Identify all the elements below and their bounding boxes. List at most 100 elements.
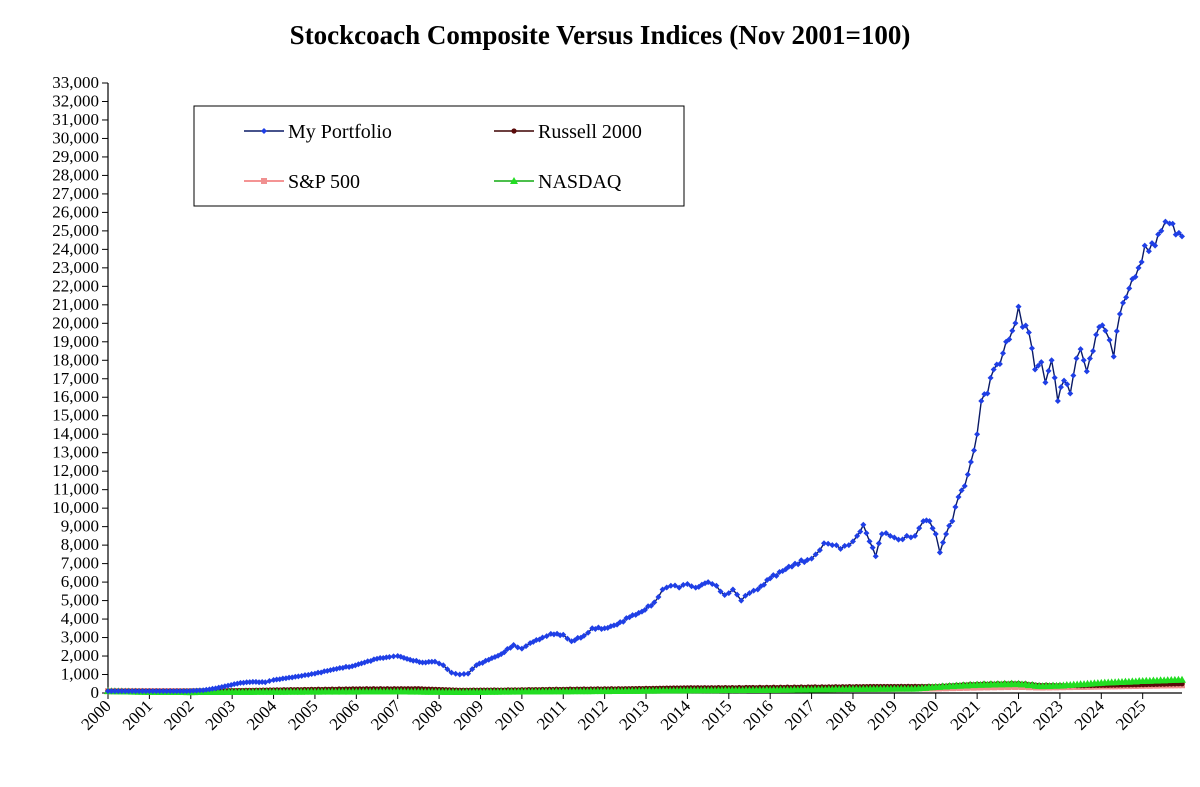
data-point-my-portfolio: [863, 530, 870, 537]
data-point-my-portfolio: [742, 592, 749, 599]
y-tick-label: 18,000: [52, 350, 99, 369]
x-tick-label: 2019: [864, 696, 901, 733]
data-point-my-portfolio: [978, 397, 985, 404]
data-point-my-portfolio: [186, 687, 193, 694]
data-point-my-portfolio: [564, 635, 571, 642]
data-point-my-portfolio: [760, 581, 767, 588]
y-tick-label: 2,000: [61, 646, 99, 665]
y-tick-label: 19,000: [52, 332, 99, 351]
legend-item-russell-2000: Russell 2000: [494, 121, 642, 143]
data-point-my-portfolio: [987, 374, 994, 381]
data-point-my-portfolio: [655, 593, 662, 600]
y-tick-label: 7,000: [61, 554, 99, 573]
x-tick-label: 2002: [160, 696, 197, 733]
data-point-my-portfolio: [866, 538, 873, 545]
data-point-my-portfolio: [190, 687, 197, 694]
data-point-my-portfolio: [510, 641, 517, 648]
data-point-my-portfolio: [672, 582, 679, 589]
data-point-my-portfolio: [1070, 372, 1077, 379]
data-point-my-portfolio: [958, 487, 965, 494]
legend-marker: [261, 178, 267, 184]
data-point-my-portfolio: [721, 592, 728, 599]
legend-label: S&P 500: [288, 171, 360, 193]
data-point-my-portfolio: [754, 586, 761, 593]
data-point-my-portfolio: [1045, 367, 1052, 374]
y-tick-label: 8,000: [61, 535, 99, 554]
data-point-my-portfolio: [946, 522, 953, 529]
x-tick-label: 2007: [367, 696, 405, 734]
data-point-my-portfolio: [129, 688, 136, 695]
x-tick-label: 2004: [243, 696, 281, 734]
data-point-my-portfolio: [431, 658, 438, 665]
data-point-my-portfolio: [961, 482, 968, 489]
data-point-my-portfolio: [444, 666, 451, 673]
data-point-my-portfolio: [878, 531, 885, 538]
data-point-my-portfolio: [249, 678, 256, 685]
data-point-my-portfolio: [1051, 374, 1058, 381]
data-point-my-portfolio: [952, 504, 959, 511]
data-point-my-portfolio: [1126, 285, 1133, 292]
x-tick-label: 2010: [491, 696, 528, 733]
data-point-my-portfolio: [1158, 227, 1165, 234]
data-point-my-portfolio: [180, 688, 187, 695]
data-point-my-portfolio: [136, 688, 143, 695]
x-tick-label: 2023: [1029, 696, 1066, 733]
y-tick-label: 22,000: [52, 276, 99, 295]
x-tick-label: 2024: [1071, 696, 1109, 734]
data-point-my-portfolio: [115, 688, 122, 695]
data-point-my-portfolio: [713, 582, 720, 589]
data-point-my-portfolio: [266, 678, 273, 685]
data-point-my-portfolio: [149, 688, 156, 695]
x-tick-label: 2000: [77, 696, 114, 733]
data-point-my-portfolio: [984, 390, 991, 397]
y-tick-label: 32,000: [52, 91, 99, 110]
data-point-my-portfolio: [125, 688, 132, 695]
data-point-my-portfolio: [891, 534, 898, 541]
x-tick-label: 2016: [740, 696, 777, 733]
x-tick-label: 2022: [988, 696, 1025, 733]
data-point-my-portfolio: [1138, 258, 1145, 265]
x-tick-label: 2006: [326, 696, 363, 733]
data-point-my-portfolio: [990, 366, 997, 373]
data-point-my-portfolio: [448, 669, 455, 676]
data-point-my-portfolio: [122, 688, 129, 695]
data-point-my-portfolio: [883, 530, 890, 537]
legend-box: [193, 105, 685, 207]
x-tick-label: 2009: [450, 696, 487, 733]
data-point-my-portfolio: [676, 584, 683, 591]
data-point-my-portfolio: [967, 458, 974, 465]
data-point-my-portfolio: [196, 687, 203, 694]
data-point-my-portfolio: [964, 471, 971, 478]
data-point-my-portfolio: [105, 688, 111, 695]
data-point-my-portfolio: [785, 563, 792, 570]
data-point-my-portfolio: [173, 688, 180, 695]
x-tick-label: 2018: [822, 696, 859, 733]
y-tick-label: 20,000: [52, 313, 99, 332]
data-point-my-portfolio: [869, 544, 876, 551]
data-point-my-portfolio: [642, 606, 648, 613]
data-point-my-portfolio: [1135, 264, 1142, 271]
x-tick-label: 2005: [284, 696, 321, 733]
data-point-my-portfolio: [1064, 381, 1071, 388]
data-point-my-portfolio: [795, 561, 802, 568]
data-point-my-portfolio: [875, 540, 882, 547]
data-point-my-portfolio: [302, 672, 309, 679]
data-point-my-portfolio: [912, 532, 919, 539]
data-point-my-portfolio: [899, 536, 906, 543]
data-point-my-portfolio: [560, 631, 567, 638]
x-tick-label: 2001: [119, 696, 156, 733]
data-point-my-portfolio: [1093, 331, 1100, 338]
data-point-my-portfolio: [943, 531, 950, 538]
x-tick-label: 2011: [533, 696, 570, 733]
legend-item-nasdaq: NASDAQ: [494, 171, 622, 193]
x-tick-label: 2025: [1112, 696, 1149, 733]
y-tick-label: 6,000: [61, 572, 99, 591]
data-point-my-portfolio: [833, 542, 840, 549]
x-tick-label: 2003: [202, 696, 239, 733]
x-tick-label: 2013: [615, 696, 652, 733]
y-tick-label: 3,000: [61, 628, 99, 647]
data-point-my-portfolio: [1077, 346, 1084, 353]
data-point-my-portfolio: [651, 599, 658, 606]
data-point-my-portfolio: [648, 602, 655, 609]
data-point-my-portfolio: [1022, 322, 1029, 329]
